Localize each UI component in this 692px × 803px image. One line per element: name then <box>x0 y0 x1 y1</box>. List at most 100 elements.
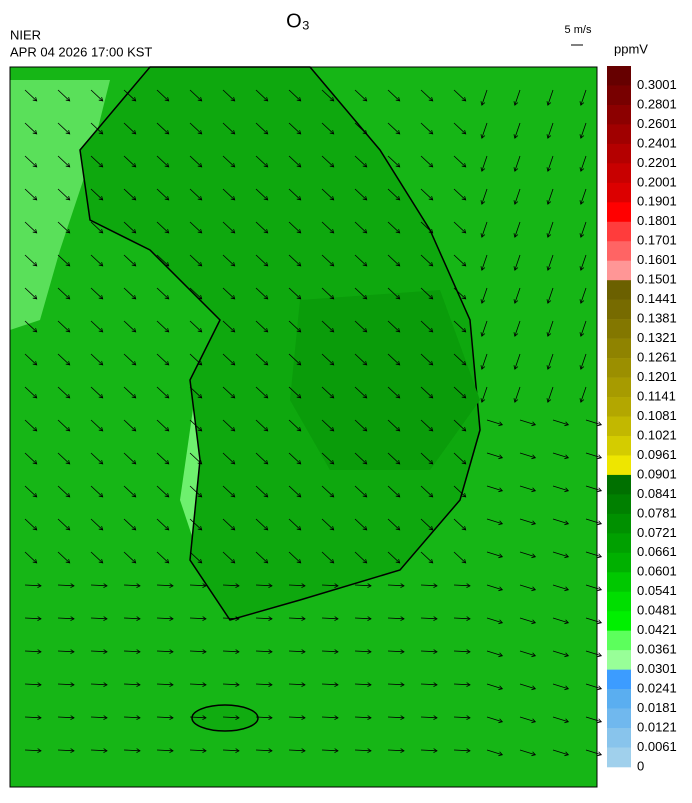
wind-arrow <box>387 716 405 719</box>
wind-arrow-head <box>362 294 368 300</box>
wind-arrow <box>123 122 136 135</box>
wind-arrow <box>255 452 268 465</box>
colorbar-box <box>607 689 631 709</box>
wind-arrow-head <box>263 261 269 267</box>
wind-arrow <box>288 749 306 752</box>
colorbar-label: 0.0181 <box>637 700 677 715</box>
wind-arrow-head <box>395 459 401 465</box>
wind-arrow-head <box>103 616 108 622</box>
wind-arrow <box>486 716 503 723</box>
wind-arrow-head <box>263 525 269 531</box>
wind-arrow-head <box>367 682 372 688</box>
wind-arrow <box>255 749 273 752</box>
wind-arrow <box>387 386 400 399</box>
wind-arrow-head <box>428 162 434 168</box>
wind-arrow <box>481 122 488 139</box>
wind-arrow <box>420 419 433 432</box>
wind-arrow <box>24 617 41 620</box>
wind-arrow <box>288 320 301 333</box>
wind-arrow-head <box>395 360 401 366</box>
wind-arrow-head <box>301 616 306 622</box>
colorbar-box <box>607 572 631 593</box>
wind-arrow-head <box>197 96 203 102</box>
wind-arrow <box>453 254 466 267</box>
wind-arrow <box>288 551 301 564</box>
wind-arrow <box>288 386 301 399</box>
wind-arrow-head <box>32 195 38 201</box>
wind-arrow <box>123 155 136 168</box>
wind-arrow-head <box>32 228 38 234</box>
wind-arrow <box>354 650 372 653</box>
wind-arrow <box>57 353 70 366</box>
wind-arrow <box>123 518 136 531</box>
wind-arrow <box>90 386 103 399</box>
wind-arrow-head <box>37 682 42 688</box>
wind-arrow-head <box>230 327 236 333</box>
colorbar-box <box>607 728 631 748</box>
wind-arrow-head <box>362 96 368 102</box>
wind-arrow-head <box>65 360 71 366</box>
wind-arrow <box>123 584 141 587</box>
wind-arrow <box>321 617 339 620</box>
colorbar-label: 0.0961 <box>637 447 677 462</box>
wind-arrow-head <box>164 96 170 102</box>
wind-arrow-head <box>513 365 519 370</box>
wind-arrow <box>519 419 536 426</box>
colorbar-label: 0.0661 <box>637 544 677 559</box>
colorbar-box <box>607 611 631 631</box>
colorbar-label: 0.1081 <box>637 408 677 423</box>
wind-arrow <box>354 617 372 620</box>
wind-arrow-head <box>296 294 302 300</box>
wind-arrow-head <box>564 718 570 724</box>
wind-arrow <box>547 89 554 106</box>
wind-arrow-head <box>296 195 302 201</box>
wind-arrow <box>189 716 207 719</box>
wind-arrow-head <box>461 162 467 168</box>
colorbar-box <box>607 143 631 164</box>
wind-arrow-head <box>400 616 405 622</box>
wind-arrow-head <box>296 162 302 168</box>
wind-arrow <box>420 122 433 135</box>
colorbar-label: 0.1801 <box>637 213 677 228</box>
wind-arrow <box>288 221 301 234</box>
wind-arrow-head <box>461 294 467 300</box>
wind-arrow <box>387 122 400 135</box>
wind-arrow-head <box>513 134 519 139</box>
wind-arrow-head <box>263 162 269 168</box>
wind-arrow <box>387 485 400 498</box>
colorbar-box <box>607 66 631 86</box>
wind-arrow-head <box>564 751 570 757</box>
wind-arrow <box>222 749 240 752</box>
wind-arrow <box>222 617 240 620</box>
wind-arrow <box>222 386 235 399</box>
wind-arrow-head <box>400 583 405 589</box>
wind-arrow <box>321 320 334 333</box>
wind-arrow-head <box>480 266 486 271</box>
wind-arrow <box>156 650 174 653</box>
wind-arrow-head <box>362 360 368 366</box>
wind-arrow <box>24 419 37 432</box>
wind-arrow <box>321 452 334 465</box>
colorbar-label: 0.0121 <box>637 719 677 734</box>
colorbar-box <box>607 280 631 300</box>
wind-arrow <box>90 617 107 620</box>
wind-arrow-head <box>334 682 339 688</box>
wind-arrow-head <box>70 583 75 589</box>
wind-arrow-head <box>428 459 434 465</box>
wind-arrow <box>288 518 301 531</box>
wind-arrow <box>580 122 587 139</box>
wind-arrow <box>420 518 433 531</box>
wind-arrow-head <box>546 266 552 271</box>
colorbar-box <box>607 377 631 398</box>
wind-arrow-head <box>564 421 570 427</box>
wind-arrow <box>547 188 554 205</box>
wind-arrow <box>123 419 136 432</box>
colorbar-box <box>607 397 631 417</box>
colorbar-label: 0.2601 <box>637 116 677 131</box>
wind-arrow <box>514 122 521 139</box>
colorbar-label: 0.0301 <box>637 661 677 676</box>
wind-arrow-head <box>395 195 401 201</box>
colorbar-box <box>607 533 631 554</box>
wind-arrow-head <box>531 751 537 757</box>
wind-arrow-head <box>395 327 401 333</box>
